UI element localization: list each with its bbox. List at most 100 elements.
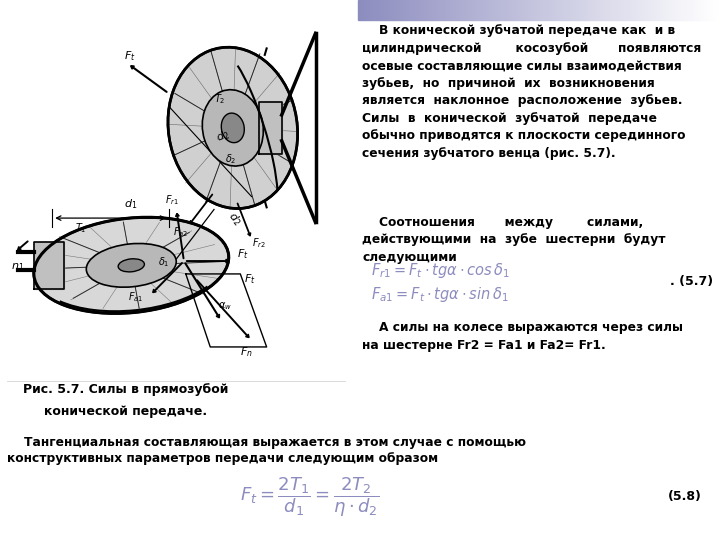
Bar bbox=[711, 0, 714, 20]
Bar bbox=[603, 0, 606, 20]
Bar bbox=[462, 0, 465, 20]
Text: $\delta_2$: $\delta_2$ bbox=[225, 152, 237, 166]
Bar bbox=[436, 0, 438, 20]
Bar bbox=[612, 0, 615, 20]
Bar bbox=[409, 0, 412, 20]
Bar bbox=[561, 0, 564, 20]
Bar bbox=[373, 0, 376, 20]
Bar bbox=[698, 0, 701, 20]
Bar bbox=[465, 0, 469, 20]
Bar bbox=[621, 0, 624, 20]
Bar bbox=[486, 0, 490, 20]
Bar bbox=[576, 0, 579, 20]
Bar bbox=[582, 0, 585, 20]
Bar bbox=[480, 0, 483, 20]
Bar bbox=[615, 0, 618, 20]
Bar bbox=[693, 0, 696, 20]
Polygon shape bbox=[34, 242, 63, 289]
Bar bbox=[672, 0, 675, 20]
Bar bbox=[546, 0, 549, 20]
Bar bbox=[433, 0, 436, 20]
Bar bbox=[701, 0, 704, 20]
Bar bbox=[447, 0, 451, 20]
Bar bbox=[704, 0, 708, 20]
Bar bbox=[456, 0, 459, 20]
Bar bbox=[633, 0, 636, 20]
Text: $F_t$: $F_t$ bbox=[244, 273, 256, 286]
Bar bbox=[543, 0, 546, 20]
Text: $\delta_1$: $\delta_1$ bbox=[158, 255, 169, 269]
Bar bbox=[660, 0, 662, 20]
Bar bbox=[591, 0, 594, 20]
Text: $F_t = \dfrac{2T_1}{d_1} = \dfrac{2T_2}{\eta \cdot d_2}$: $F_t = \dfrac{2T_1}{d_1} = \dfrac{2T_2}{… bbox=[240, 475, 379, 518]
Text: $n_1$: $n_1$ bbox=[11, 262, 24, 273]
Bar bbox=[394, 0, 397, 20]
Bar bbox=[567, 0, 570, 20]
Bar bbox=[630, 0, 633, 20]
Bar bbox=[639, 0, 642, 20]
Bar bbox=[426, 0, 430, 20]
Bar bbox=[490, 0, 492, 20]
Text: $F_{a1} = F_t \cdot tg\alpha \cdot sin\,\delta_1$: $F_{a1} = F_t \cdot tg\alpha \cdot sin\,… bbox=[371, 285, 508, 304]
Text: А силы на колесе выражаются через силы
на шестерне Fr2 = Fa1 и Fa2= Fr1.: А силы на колесе выражаются через силы н… bbox=[362, 321, 683, 352]
Bar bbox=[669, 0, 672, 20]
Text: $F_t$: $F_t$ bbox=[237, 247, 248, 260]
Bar bbox=[642, 0, 644, 20]
Bar bbox=[714, 0, 716, 20]
Bar bbox=[492, 0, 495, 20]
Bar bbox=[504, 0, 507, 20]
Bar bbox=[516, 0, 519, 20]
Bar bbox=[415, 0, 418, 20]
Bar bbox=[690, 0, 693, 20]
Bar bbox=[513, 0, 516, 20]
Bar bbox=[648, 0, 651, 20]
Text: конической передаче.: конической передаче. bbox=[45, 405, 207, 418]
Bar bbox=[451, 0, 454, 20]
Bar bbox=[507, 0, 510, 20]
Bar bbox=[696, 0, 698, 20]
Bar bbox=[534, 0, 537, 20]
Bar bbox=[370, 0, 373, 20]
Text: $F_{a1}$: $F_{a1}$ bbox=[127, 289, 143, 303]
Text: $F_{r1} = F_t \cdot tg\alpha \cdot cos\,\delta_1$: $F_{r1} = F_t \cdot tg\alpha \cdot cos\,… bbox=[371, 260, 510, 280]
Bar bbox=[657, 0, 660, 20]
Bar bbox=[469, 0, 472, 20]
Text: $d_2$: $d_2$ bbox=[214, 127, 231, 145]
Bar bbox=[438, 0, 441, 20]
Bar bbox=[555, 0, 558, 20]
Ellipse shape bbox=[86, 244, 176, 287]
Bar bbox=[382, 0, 384, 20]
Text: (5.8): (5.8) bbox=[668, 490, 702, 503]
Bar bbox=[537, 0, 540, 20]
Polygon shape bbox=[259, 102, 282, 154]
Bar bbox=[594, 0, 597, 20]
Bar bbox=[501, 0, 504, 20]
Bar bbox=[384, 0, 387, 20]
Bar bbox=[477, 0, 480, 20]
Ellipse shape bbox=[34, 217, 229, 313]
Bar bbox=[683, 0, 686, 20]
Bar bbox=[618, 0, 621, 20]
Bar bbox=[418, 0, 420, 20]
Bar bbox=[519, 0, 522, 20]
Bar bbox=[454, 0, 456, 20]
Text: В конической зубчатой передаче как  и в
цилиндрической        косозубой       по: В конической зубчатой передаче как и в ц… bbox=[362, 24, 701, 160]
Bar bbox=[361, 0, 364, 20]
Bar bbox=[528, 0, 531, 20]
Bar bbox=[379, 0, 382, 20]
Bar bbox=[510, 0, 513, 20]
Bar bbox=[651, 0, 654, 20]
Text: $F_{r2}$: $F_{r2}$ bbox=[251, 236, 266, 250]
Bar bbox=[600, 0, 603, 20]
Bar bbox=[573, 0, 576, 20]
Bar bbox=[564, 0, 567, 20]
Bar bbox=[680, 0, 683, 20]
Bar bbox=[606, 0, 609, 20]
Ellipse shape bbox=[118, 259, 145, 272]
Text: $d_2$: $d_2$ bbox=[225, 210, 244, 228]
Bar bbox=[420, 0, 423, 20]
Bar bbox=[412, 0, 415, 20]
Bar bbox=[549, 0, 552, 20]
Bar bbox=[552, 0, 555, 20]
Text: $\alpha_w$: $\alpha_w$ bbox=[217, 300, 232, 312]
